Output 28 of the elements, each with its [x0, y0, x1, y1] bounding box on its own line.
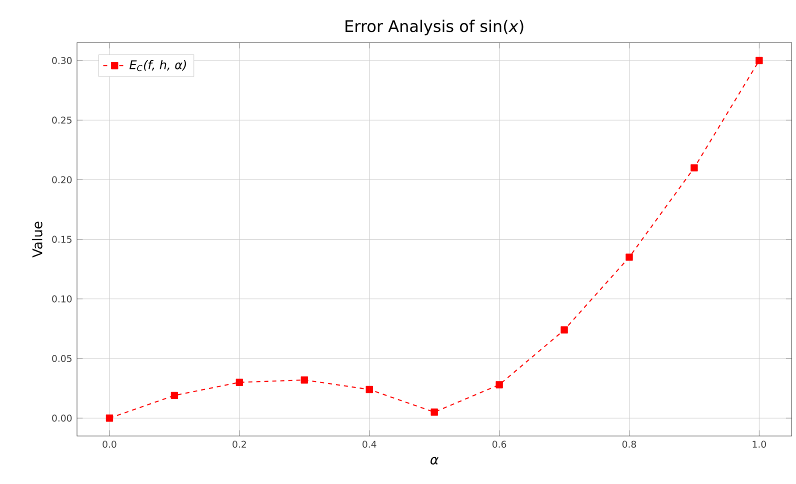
point	[106, 414, 114, 422]
y-tick-label: 0.15	[52, 236, 72, 243]
x-tick-label: 1.0	[752, 440, 766, 448]
y-axis-title: Value	[32, 222, 42, 258]
point	[496, 381, 503, 388]
y-tick-label: 0.10	[52, 295, 72, 302]
x-tick-label: 0.6	[492, 440, 506, 448]
legend-label: E$_{C}$(f, h, α)	[130, 60, 186, 72]
x-tick-label: 0.2	[232, 440, 246, 448]
point	[236, 378, 244, 386]
y-tick-label: 0.05	[52, 354, 72, 362]
x-tick-label: 0.4	[362, 440, 376, 448]
y-tick-label: 0.25	[52, 116, 72, 124]
point	[430, 408, 438, 416]
point	[300, 376, 308, 384]
point	[170, 392, 178, 400]
point	[626, 254, 633, 261]
x-axis-title: α	[430, 456, 439, 465]
chart-title: Error Analysis of sin(x)	[346, 20, 524, 36]
y-tick-label: 0.00	[52, 414, 72, 422]
point	[560, 326, 568, 334]
y-tick-label: 0.20	[52, 176, 72, 184]
y-tick-label: 0.30	[52, 57, 72, 64]
x-tick-label: 0.0	[102, 440, 116, 448]
point	[690, 164, 698, 172]
x-tick-label: 0.8	[622, 440, 636, 448]
point	[366, 386, 373, 394]
point	[756, 56, 763, 64]
